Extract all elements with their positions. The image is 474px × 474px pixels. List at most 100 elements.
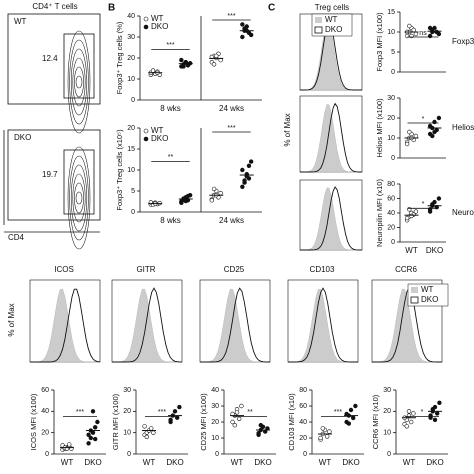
- data-point: [436, 196, 442, 201]
- flow-plot: [7, 129, 101, 221]
- y-tick-label: 10: [211, 435, 219, 442]
- y-tick-label: 0: [391, 239, 395, 246]
- y-tick-label: 0: [391, 69, 395, 76]
- significance-label: ***: [227, 125, 235, 132]
- y-tick-label: 80: [299, 387, 307, 394]
- data-point: [92, 436, 98, 442]
- data-point: [177, 404, 182, 410]
- y-tick-label: 15: [387, 9, 395, 16]
- data-point: [430, 133, 435, 139]
- significance-label: ***: [158, 409, 166, 416]
- gate-value: 19.7: [42, 170, 58, 179]
- data-point: [413, 133, 419, 139]
- y-tick-label: 20: [387, 115, 395, 122]
- data-point: [172, 409, 178, 414]
- data-point: [240, 184, 245, 190]
- legend-marker: [143, 24, 149, 30]
- x-tick-label: DKO: [254, 458, 271, 467]
- data-point: [248, 32, 254, 38]
- histogram-dko: [372, 287, 442, 363]
- data-point: [209, 198, 215, 203]
- y-tick-label: 30: [387, 95, 395, 102]
- data-point: [179, 57, 184, 63]
- y-axis-label: Foxp3 MFI (x100): [375, 12, 384, 72]
- y-axis-label: CD25 MFI (x100): [199, 393, 208, 451]
- x-tick-label: 24 wks: [219, 104, 244, 113]
- y-tick-label: 15: [127, 146, 135, 153]
- legend-marker: [143, 16, 149, 22]
- significance-label: ***: [76, 409, 84, 416]
- data-point: [246, 163, 252, 169]
- gate: [63, 149, 95, 215]
- y-tick-label: 5: [131, 188, 135, 195]
- significance-label: **: [168, 154, 174, 161]
- data-point: [404, 141, 410, 147]
- y-axis-label: Foxp3⁺ Treg cells (x10⁵): [115, 129, 124, 211]
- contour: [69, 155, 89, 241]
- legend-label: WT: [151, 126, 164, 135]
- contour: [67, 146, 91, 250]
- data-point: [437, 400, 442, 405]
- data-point: [409, 213, 414, 219]
- histogram-title: CCR6: [395, 265, 417, 274]
- significance-label: ns: [419, 30, 427, 37]
- y-tick-label: 20: [127, 125, 135, 132]
- y-tick-label: 40: [211, 387, 219, 394]
- significance-label: **: [247, 409, 253, 416]
- data-point: [211, 186, 217, 192]
- legend-label: DKO: [325, 25, 342, 34]
- data-point: [406, 409, 412, 414]
- y-tick-label: 0: [131, 209, 135, 216]
- legend-marker: [143, 128, 149, 134]
- contour: [75, 191, 83, 205]
- y-tick-label: 10: [123, 430, 131, 437]
- y-tick-label: 20: [299, 435, 307, 442]
- histogram-dko: [300, 186, 362, 251]
- data-point: [411, 27, 416, 33]
- data-point: [142, 424, 147, 429]
- data-point: [411, 411, 416, 416]
- x-tick-label: WT: [403, 458, 416, 467]
- sample-label: DKO: [14, 133, 31, 142]
- y-axis-label: CCR6 MFI (x10): [371, 394, 380, 449]
- histogram-wt: [112, 288, 182, 363]
- y-tick-label: 20: [127, 55, 135, 62]
- y-tick-label: 20: [211, 419, 219, 426]
- legend-swatch: [410, 296, 419, 304]
- data-point: [185, 62, 191, 67]
- flow-plot: [7, 13, 101, 105]
- histogram-title: GITR: [136, 265, 155, 274]
- data-point: [248, 159, 254, 164]
- significance-label: ***: [334, 409, 342, 416]
- legend-swatch: [411, 287, 418, 293]
- panel-title: CD4⁺ T cells: [32, 2, 77, 11]
- data-point: [432, 129, 437, 135]
- data-point: [90, 409, 96, 414]
- y-tick-label: 30: [127, 34, 135, 41]
- x-tick-label: DKO: [84, 458, 101, 467]
- x-tick-label: DKO: [342, 458, 359, 467]
- data-point: [348, 407, 354, 413]
- y-tick-label: 0: [127, 451, 131, 458]
- data-point: [240, 34, 245, 40]
- histogram-dko: [288, 287, 358, 363]
- y-tick-label: 0: [387, 451, 391, 458]
- data-point: [144, 434, 150, 440]
- data-point: [92, 425, 98, 430]
- data-point: [428, 413, 433, 418]
- data-point: [179, 200, 184, 205]
- y-axis-label: Neuropilin MFI (x10): [375, 179, 384, 247]
- y-tick-label: 20: [123, 408, 131, 415]
- legend-label: DKO: [151, 134, 168, 143]
- y-tick-label: 0: [215, 451, 219, 458]
- sample-label: WT: [14, 17, 27, 26]
- data-point: [258, 423, 263, 428]
- data-point: [430, 407, 435, 412]
- data-point: [320, 426, 325, 431]
- significance-label: ***: [166, 42, 174, 49]
- legend-label: WT: [325, 15, 338, 24]
- histogram-wt: [300, 104, 362, 173]
- y-tick-label: 10: [387, 29, 395, 36]
- y-tick-label: 40: [41, 408, 49, 415]
